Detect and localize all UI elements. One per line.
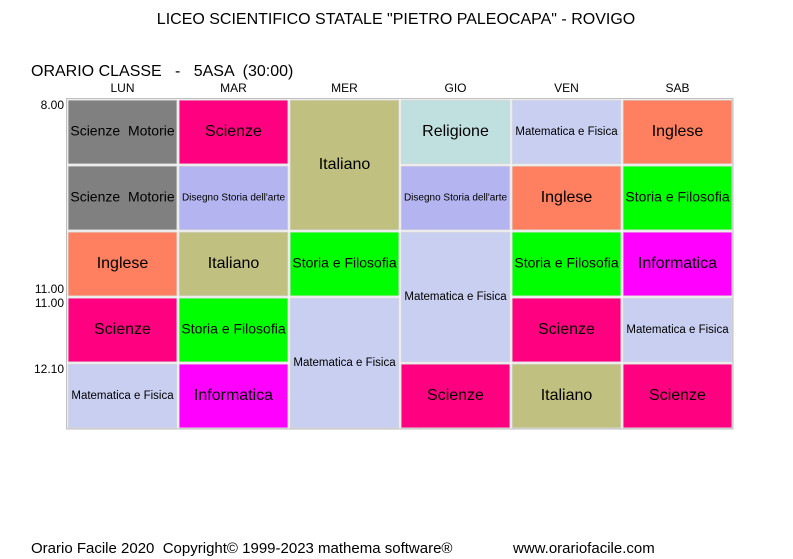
lesson-cell (511, 165, 622, 231)
lesson-cell (622, 99, 733, 165)
lesson-cell (400, 231, 511, 363)
subject: Scienze (649, 387, 706, 404)
lesson-cell (400, 165, 511, 231)
lesson-cell (289, 297, 400, 429)
subject: Storia e Filosofia (625, 189, 729, 205)
class-line: ORARIO CLASSE - 5ASA (30:00) (31, 63, 293, 80)
day-header: LUN (110, 81, 134, 95)
subject: Informatica (638, 255, 717, 272)
lesson-cell (622, 297, 733, 363)
lesson-cell (511, 231, 622, 297)
lesson-cell (289, 99, 400, 231)
subject: Scienze (538, 321, 595, 338)
lesson-cell (67, 231, 178, 297)
time-label: 11.00 (35, 296, 64, 310)
time-label: 11.00 (35, 282, 64, 296)
lesson-cell (400, 363, 511, 429)
subject: Inglese (97, 255, 149, 272)
subject: Scienze Motorie (70, 123, 174, 139)
subject: Disegno Storia dell'arte (404, 193, 508, 204)
subject: Scienze (427, 387, 484, 404)
lesson-cell (511, 99, 622, 165)
lesson-cell (67, 363, 178, 429)
lesson-cell (178, 297, 289, 363)
grid-border (66, 98, 734, 430)
time-label: 8.00 (41, 98, 65, 112)
subject: Inglese (652, 123, 704, 140)
lesson-cell (511, 363, 622, 429)
lesson-cell (622, 231, 733, 297)
lesson-cell (178, 165, 289, 231)
subject: Inglese (541, 189, 593, 206)
day-header: MER (331, 81, 358, 95)
subject: Disegno Storia dell'arte (182, 193, 286, 204)
lesson-cell (289, 231, 400, 297)
website: www.orariofacile.com (512, 540, 655, 557)
subject: Scienze (205, 123, 262, 140)
subject: Italiano (208, 255, 260, 272)
lesson-cell (178, 99, 289, 165)
lesson-cell (622, 363, 733, 429)
day-header: GIO (444, 81, 466, 95)
subject: Storia e Filosofia (292, 255, 396, 271)
subject: Informatica (194, 387, 273, 404)
subject: Matematica e Fisica (404, 291, 507, 303)
lesson-cell (67, 99, 178, 165)
lesson-cell (178, 231, 289, 297)
time-label: 12.10 (34, 362, 64, 376)
subject: Scienze (94, 321, 151, 338)
subject: Matematica e Fisica (515, 126, 618, 138)
lesson-cell (511, 297, 622, 363)
school-title: LICEO SCIENTIFICO STATALE "PIETRO PALEOC… (157, 11, 635, 28)
subject: Matematica e Fisica (71, 390, 174, 402)
lesson-cell (400, 99, 511, 165)
subject: Storia e Filosofia (514, 255, 618, 271)
lesson-cell (622, 165, 733, 231)
lesson-cell (67, 165, 178, 231)
lesson-cell (178, 363, 289, 429)
subject: Matematica e Fisica (626, 324, 729, 336)
subject: Italiano (319, 156, 371, 173)
day-header: SAB (665, 81, 689, 95)
lesson-cell (67, 297, 178, 363)
day-header: VEN (554, 81, 579, 95)
subject: Religione (422, 123, 489, 140)
day-header: MAR (220, 81, 247, 95)
copyright: Orario Facile 2020 Copyright© 1999-2023 … (31, 540, 452, 557)
subject: Italiano (541, 387, 593, 404)
subject: Storia e Filosofia (181, 321, 285, 337)
subject: Scienze Motorie (70, 189, 174, 205)
subject: Matematica e Fisica (293, 357, 396, 369)
